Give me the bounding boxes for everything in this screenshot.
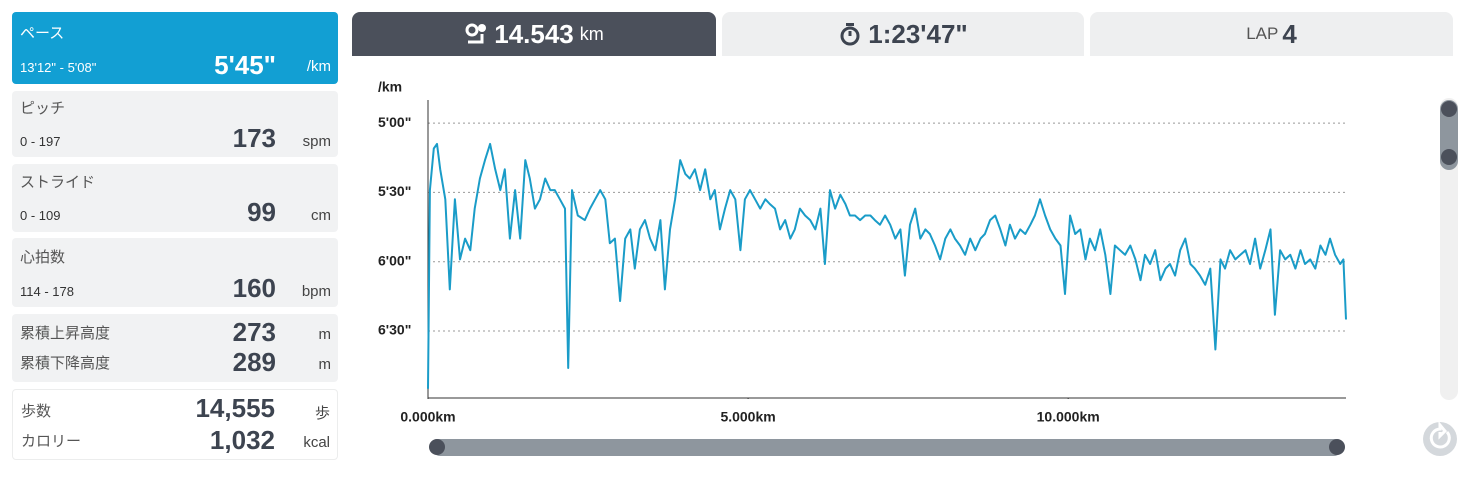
value: 160 (232, 273, 276, 303)
scrollbar-track[interactable] (1440, 98, 1458, 400)
range: 114 - 178 (20, 284, 74, 299)
range-slider[interactable] (432, 439, 1342, 456)
label: カロリー (21, 433, 82, 450)
pace-line (427, 142, 1347, 389)
label: ストライド (20, 174, 96, 191)
scroll-handle[interactable] (1441, 101, 1457, 117)
label: 累積上昇高度 (20, 325, 111, 342)
x-tick-label: 5.000km (720, 409, 775, 425)
heart-rate-panel[interactable]: 心拍数 114 - 178 160 bpm (12, 238, 338, 307)
x-tick-label: 0.000km (400, 409, 455, 425)
range: 13'12" - 5'08" (20, 60, 97, 75)
time-tab[interactable]: 1:23'47" (722, 12, 1084, 56)
value: 5'45" (214, 50, 276, 80)
unit: cm (311, 207, 331, 224)
elevation-panel[interactable]: 累積上昇高度 273 m 累積下降高度 289 m (12, 314, 338, 382)
range: 0 - 109 (20, 208, 61, 223)
route-icon (465, 23, 487, 44)
range-handle[interactable] (1329, 439, 1345, 455)
unit: bpm (301, 283, 331, 300)
y-tick-label: 6'00" (378, 252, 411, 268)
x-tick-label: 10.000km (1037, 409, 1100, 425)
lap-tab[interactable]: LAP 4 (1090, 12, 1453, 56)
label: 歩数 (21, 403, 52, 420)
value: 173 (232, 123, 276, 153)
label: 累積下降高度 (20, 355, 111, 372)
range-handle[interactable] (429, 439, 445, 455)
value: 1,032 (209, 425, 275, 455)
reset-button[interactable] (1423, 422, 1457, 456)
unit: spm (302, 133, 331, 150)
value: 99 (247, 197, 276, 227)
distance-tab[interactable]: 14.543 km (352, 12, 716, 56)
time-value: 1:23'47" (868, 18, 968, 49)
unit: /km (306, 58, 331, 75)
y-tick-label: 6'30" (378, 322, 411, 338)
label: ペース (20, 25, 65, 42)
steps-panel[interactable]: 歩数 14,555 歩 カロリー 1,032 kcal (12, 389, 338, 460)
label: ピッチ (20, 100, 66, 117)
distance-value: 14.543 (494, 18, 574, 49)
value: 14,555 (195, 393, 275, 423)
unit: m (318, 356, 332, 373)
y-axis-label: /km (378, 79, 402, 95)
pace-panel[interactable]: ペース 13'12" - 5'08" 5'45" /km (12, 12, 338, 84)
value: 273 (232, 317, 276, 347)
distance-unit: km (579, 23, 604, 44)
stride-panel[interactable]: ストライド 0 - 109 99 cm (12, 164, 338, 232)
reset-icon (1429, 420, 1451, 449)
y-tick-label: 5'00" (378, 114, 411, 130)
scroll-handle[interactable] (1441, 149, 1457, 165)
pitch-panel[interactable]: ピッチ 0 - 197 173 spm (12, 91, 338, 157)
label: 心拍数 (20, 249, 66, 266)
value: 289 (232, 347, 276, 377)
timer-icon (840, 23, 860, 46)
range: 0 - 197 (20, 134, 61, 149)
unit: 歩 (314, 405, 330, 422)
lap-label: LAP (1246, 24, 1279, 43)
y-tick-label: 5'30" (378, 183, 411, 199)
unit: kcal (303, 434, 330, 451)
unit: m (318, 326, 332, 343)
lap-value: 4 (1282, 18, 1297, 49)
